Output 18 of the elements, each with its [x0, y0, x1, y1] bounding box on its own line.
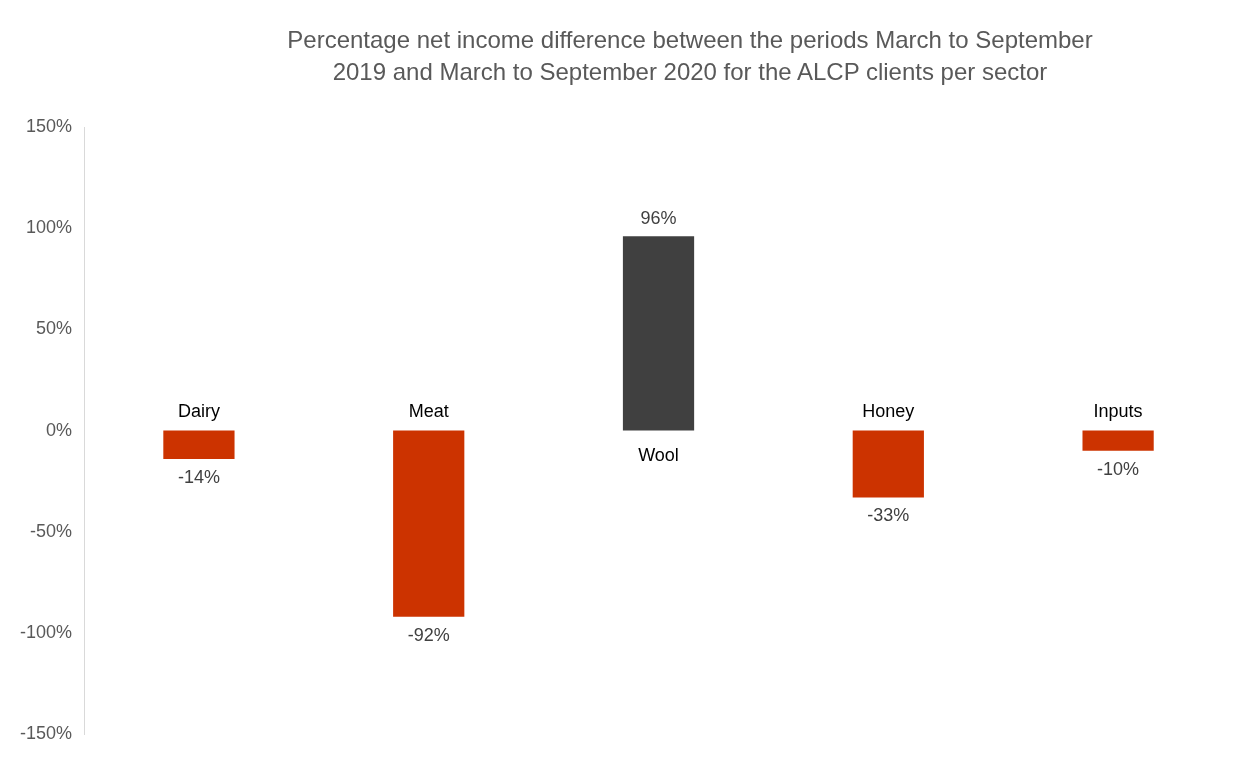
x-tick-label: Inputs — [1093, 400, 1143, 421]
data-label: -92% — [407, 624, 450, 645]
data-label: -33% — [867, 505, 910, 526]
x-tick-label: Meat — [408, 400, 449, 421]
y-tick-label: 100% — [25, 217, 73, 238]
x-tick-label: Honey — [862, 400, 915, 421]
data-label: -10% — [1097, 458, 1140, 479]
y-tick-label: -50% — [30, 520, 73, 541]
chart-title: Percentage net income difference between the periods March to September 2019 and March to September 2020 for the ALCP clients per sector — [286, 25, 1094, 87]
y-tick-label: -100% — [20, 621, 73, 642]
y-tick-label: 0% — [46, 419, 73, 440]
y-tick-label: 50% — [36, 318, 73, 339]
x-tick-label: Dairy — [177, 400, 220, 421]
y-tick-label: -150% — [20, 723, 73, 744]
data-label: 96% — [640, 208, 677, 229]
data-label: -14% — [177, 466, 220, 487]
x-tick-label: Wool — [638, 444, 679, 465]
y-tick-label: 150% — [25, 115, 73, 136]
